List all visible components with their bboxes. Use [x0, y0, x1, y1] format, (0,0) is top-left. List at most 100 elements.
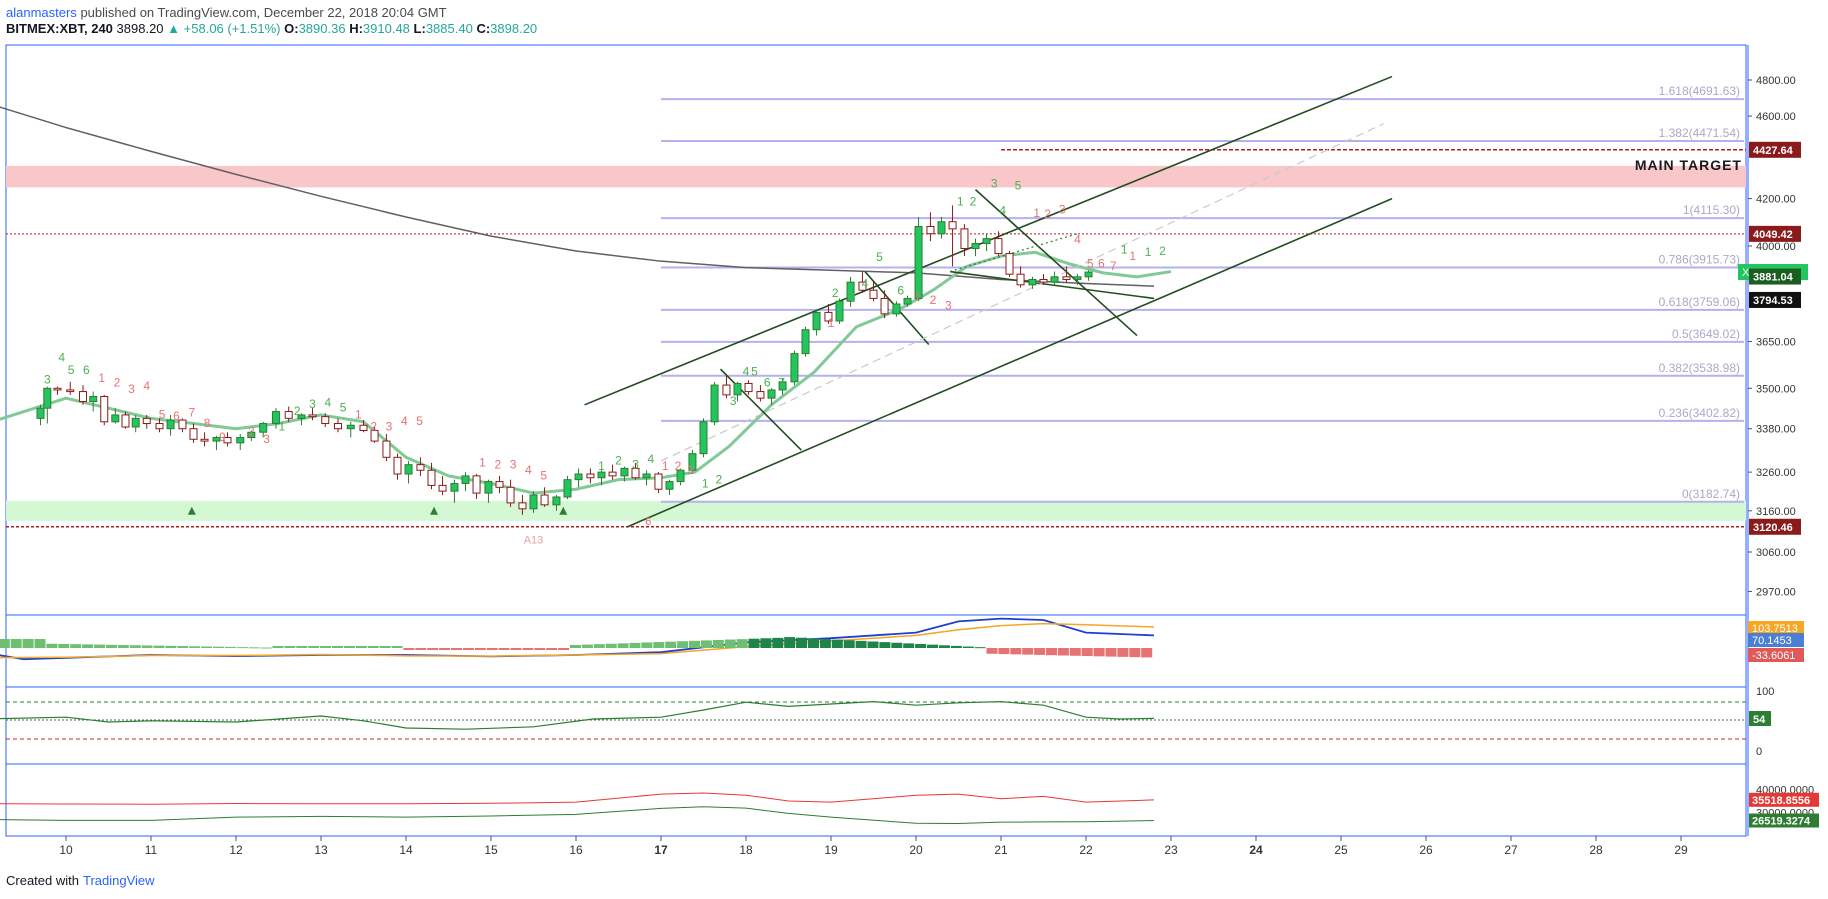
x-tick-label-7: 17: [654, 843, 668, 857]
x-tick-label-5: 15: [484, 843, 498, 857]
osc-hist-bar: [379, 646, 391, 648]
support-zone: [6, 500, 1746, 521]
close-value: 3898.20: [490, 21, 538, 36]
candle-body-23: [297, 414, 306, 419]
td-count-16: 2: [294, 404, 301, 418]
buy-triangle-2: [559, 506, 568, 515]
td-count-32: 3: [632, 457, 639, 471]
trend-line-4: [974, 189, 1138, 337]
td-count-47: 4: [862, 277, 869, 291]
osc-hist-bar: [760, 638, 772, 648]
price-tag-1: [1749, 225, 1801, 242]
td-count-27: 3: [510, 457, 517, 471]
buy-triangle-1: [430, 506, 439, 515]
td-count-28: 4: [525, 463, 532, 477]
osc-hist-bar: [510, 648, 522, 650]
close-label: C:: [476, 21, 491, 36]
price-tag-4: [1749, 291, 1801, 308]
candle-body-5: [89, 396, 98, 402]
candle-body-20: [259, 423, 268, 433]
osc-hist-bar: [641, 642, 653, 648]
osc-hist-bar: [367, 646, 379, 648]
dotted-trend: [949, 233, 1078, 273]
candle-body-79: [937, 221, 946, 235]
x-tick-label-9: 19: [824, 843, 838, 857]
td-count-10: 7: [188, 406, 195, 420]
candle-body-21: [271, 411, 280, 425]
rsi-tick-100: 100: [1756, 686, 1774, 698]
osc-hist-bar: [343, 646, 355, 648]
candle-body-31: [393, 456, 402, 475]
td-count-66: 1: [1129, 249, 1136, 263]
candle-body-85: [1005, 253, 1014, 275]
open-label: O:: [284, 21, 299, 36]
td-count-41: 5: [751, 364, 758, 378]
td-count-42: 6: [764, 376, 771, 390]
candle-body-38: [472, 475, 481, 494]
x-tick-label-17: 27: [1504, 843, 1518, 857]
td-count-26: 2: [494, 457, 501, 471]
candle-body-83: [982, 238, 991, 245]
candle-body-9: [131, 417, 140, 428]
osc-hist-bar: [1069, 648, 1081, 656]
candle-body-7: [111, 414, 120, 423]
candle-body-22: [284, 411, 293, 419]
osc-tag-label-1: 70.1453: [1752, 635, 1792, 647]
osc-hist-bar: [1117, 648, 1129, 657]
osc-hist-bar: [1046, 648, 1057, 656]
author-link[interactable]: alanmasters: [6, 5, 77, 20]
osc-hist-bar: [34, 639, 46, 648]
td-count-31: 2: [615, 454, 622, 468]
volume-pane: [5, 763, 1747, 837]
fib-label-3: 0.786(3915.73): [1659, 252, 1740, 266]
td-count-44: 1: [828, 316, 835, 330]
open-value: 3890.36: [298, 21, 346, 36]
osc-hist-bar: [427, 648, 439, 650]
osc-tag-0: [1748, 621, 1804, 635]
publish-text: published on TradingView.com, December 2…: [80, 5, 447, 20]
td-count-5: 2: [114, 376, 121, 390]
td-count-51: 2: [930, 293, 937, 307]
osc-hist-bar: [689, 640, 700, 648]
trend-line-5: [949, 270, 1155, 300]
footer: Created with TradingView: [6, 873, 155, 888]
x-tick-label-6: 16: [569, 843, 583, 857]
fib-label-2: 1(4115.30): [1683, 203, 1740, 217]
high-value: 3910.48: [362, 21, 410, 36]
candle-body-24: [308, 414, 317, 418]
candle-body-69: [824, 311, 833, 322]
td-count-38: 2: [715, 472, 722, 486]
osc-hist-bar: [546, 648, 558, 650]
candle-body-87: [1028, 278, 1037, 286]
osc-hist-bar: [522, 648, 534, 650]
osc-hist-bar: [1105, 648, 1117, 657]
osc-hist-bar: [724, 639, 736, 648]
symbol-label: BITMEX:XBT, 240: [6, 21, 113, 36]
osc-hist-bar: [498, 648, 510, 650]
td-count-61: 4: [1074, 233, 1081, 247]
osc-hist-bar: [772, 637, 784, 648]
td-count-58: 1: [1033, 206, 1040, 220]
td-count-40: 4: [743, 364, 750, 378]
candle-body-68: [812, 311, 821, 331]
osc-hist-bar: [391, 646, 403, 648]
td-count-6: 3: [128, 382, 135, 396]
osc-hist-bar: [260, 647, 272, 649]
osc-hist-bar: [784, 637, 796, 648]
osc-hist-bar: [10, 639, 22, 648]
candle-body-76: [903, 297, 912, 305]
osc-hist-bar: [236, 647, 248, 649]
td-count-21: 2: [370, 419, 377, 433]
vol-tag-label-0: 35518.8556: [1752, 795, 1810, 807]
osc-hist-bar: [819, 638, 831, 648]
osc-hist-bar: [879, 642, 891, 648]
osc-hist-bar: [201, 646, 213, 648]
osc-hist-bar: [867, 641, 879, 648]
price-tag-label-0: 4427.64: [1753, 145, 1794, 157]
td-count-24: 5: [416, 414, 423, 428]
osc-hist-bar: [46, 643, 58, 648]
tradingview-logo[interactable]: TradingView: [82, 873, 155, 888]
candle-body-59: [710, 384, 719, 423]
td-count-12: 9: [219, 430, 226, 444]
